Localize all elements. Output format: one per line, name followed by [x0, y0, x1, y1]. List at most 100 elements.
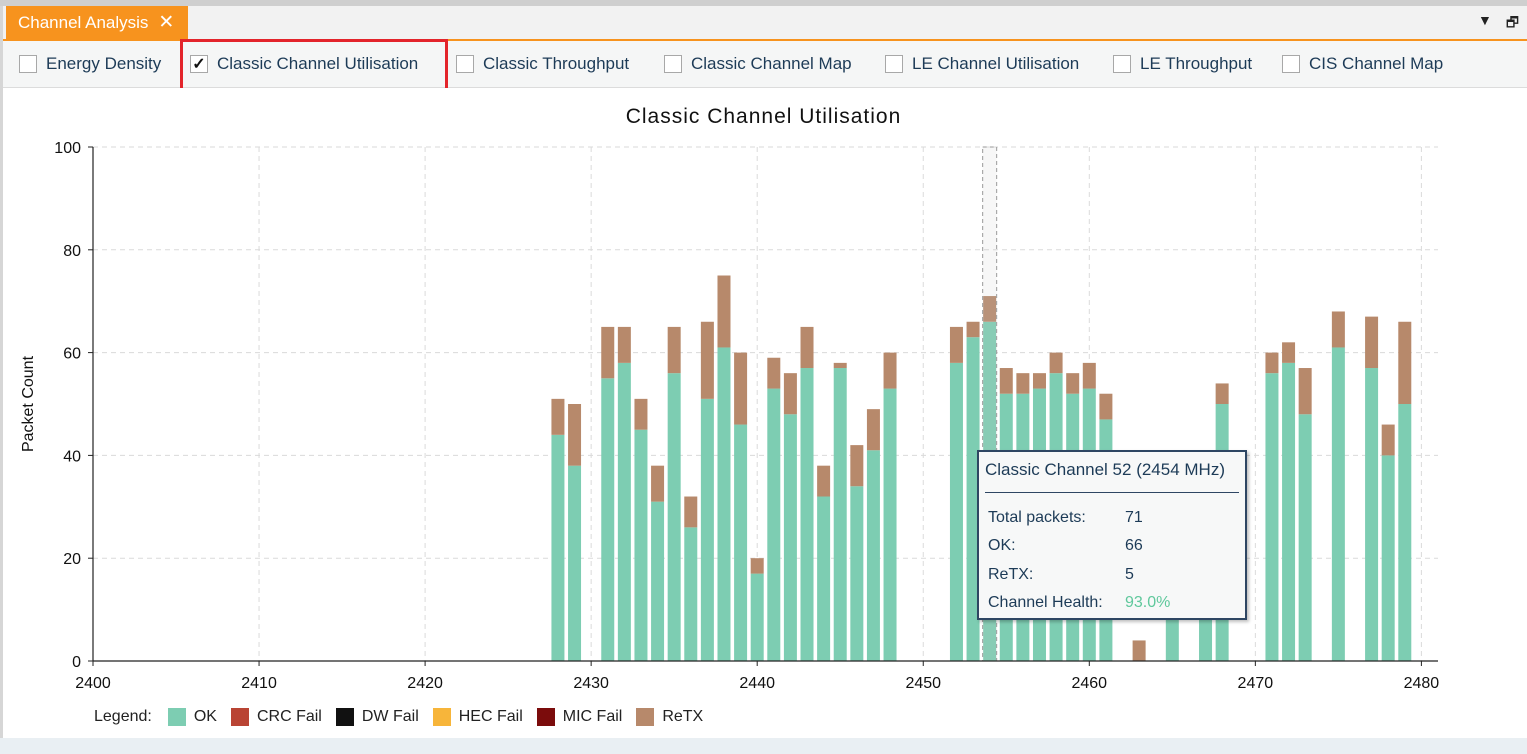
option-classic-throughput[interactable]: Classic Throughput [456, 41, 629, 87]
x-tick-label: 2430 [573, 675, 609, 692]
close-icon[interactable]: ✕ [158, 12, 175, 33]
checkbox-cis-channel-map[interactable] [1282, 55, 1300, 73]
tooltip-label-retx: ReTX: [988, 566, 1034, 583]
option-label: LE Throughput [1140, 54, 1253, 73]
x-tick-label: 2480 [1404, 675, 1440, 692]
bar-ok-2446 [850, 486, 864, 661]
bar-ok-2472 [1282, 362, 1296, 661]
legend-item-ok: OK [167, 708, 217, 726]
bar-retx-2472 [1282, 342, 1296, 363]
tab-title: Channel Analysis [18, 12, 149, 32]
tab-channel-analysis[interactable]: Channel Analysis ✕ [6, 6, 189, 39]
chart-legend: Legend: OK CRC Fail DW Fail HEC Fail MIC… [94, 708, 717, 726]
bar-ok-2434 [651, 501, 665, 661]
legend-item-hec-fail: HEC Fail [432, 708, 523, 726]
tooltip-label-ok: OK: [988, 537, 1016, 554]
bar-retx-2479 [1398, 321, 1412, 404]
tooltip-value-ok: 66 [1125, 537, 1143, 554]
bar-ok-2475 [1331, 347, 1345, 661]
option-cis-channel-map[interactable]: CIS Channel Map [1282, 41, 1443, 87]
legend-swatch [335, 708, 354, 726]
legend-item-label: HEC Fail [458, 708, 523, 725]
checkbox-le-channel-utilisation[interactable] [885, 55, 903, 73]
bar-retx-2438 [717, 275, 731, 348]
bar-retx-2448 [883, 352, 897, 389]
bar-ok-2477 [1365, 368, 1379, 661]
bar-retx-2436 [684, 496, 698, 528]
channel-tooltip: Classic Channel 52 (2454 MHz) Total pack… [977, 450, 1247, 620]
bar-ok-2473 [1298, 414, 1312, 661]
y-tick-label: 20 [63, 551, 81, 568]
legend-swatch [167, 708, 186, 726]
legend-swatch [636, 708, 655, 726]
bar-retx-2455 [999, 368, 1013, 394]
bar-ok-2432 [617, 362, 631, 661]
bar-retx-2431 [601, 326, 615, 379]
bar-ok-2439 [734, 424, 748, 661]
y-tick-label: 40 [63, 448, 81, 465]
legend-item-retx: ReTX [636, 708, 703, 726]
x-tick-label: 2450 [905, 675, 941, 692]
bar-ok-2442 [783, 414, 797, 661]
tooltip-value-health: 93.0% [1125, 594, 1171, 611]
bar-retx-2446 [850, 445, 864, 487]
option-label: LE Channel Utilisation [912, 54, 1080, 73]
legend-item-label: DW Fail [361, 708, 419, 725]
bar-retx-2445 [833, 362, 847, 369]
option-classic-channel-utilisation[interactable]: ✓ Classic Channel Utilisation [190, 41, 418, 87]
tooltip-title: Classic Channel 52 (2454 MHz) [985, 460, 1225, 479]
bar-retx-2461 [1099, 393, 1113, 420]
legend-swatch [432, 708, 451, 726]
checkbox-energy-density[interactable] [19, 55, 37, 73]
tooltip-value-retx: 5 [1125, 566, 1134, 583]
restore-window-icon[interactable]: 🗗 [1505, 14, 1519, 30]
y-tick-label: 60 [63, 346, 81, 363]
bar-retx-2463 [1132, 640, 1146, 661]
bar-ok-2438 [717, 347, 731, 661]
legend-swatch [536, 708, 555, 726]
panel-bottom-strip [0, 738, 1527, 754]
x-tick-label: 2460 [1071, 675, 1107, 692]
legend-item-label: ReTX [662, 708, 704, 725]
bar-ok-2452 [949, 362, 963, 661]
option-label: Energy Density [46, 54, 162, 73]
x-tick-label: 2470 [1238, 675, 1274, 692]
x-tick-label: 2420 [407, 675, 443, 692]
y-tick-label: 0 [72, 654, 81, 671]
bar-retx-2458 [1049, 352, 1063, 374]
tooltip-value-total: 71 [1125, 509, 1143, 526]
option-label: CIS Channel Map [1309, 54, 1444, 73]
legend-item-mic-fail: MIC Fail [536, 708, 622, 726]
bar-retx-2475 [1331, 311, 1345, 348]
legend-label: Legend: [94, 708, 152, 725]
checkbox-classic-channel-map[interactable] [664, 55, 682, 73]
bar-retx-2473 [1298, 368, 1312, 415]
bar-retx-2439 [734, 352, 748, 425]
y-tick-label: 100 [54, 140, 81, 157]
window-top-strip [0, 0, 1527, 6]
option-label: Classic Channel Map [691, 54, 852, 73]
option-energy-density[interactable]: Energy Density [19, 41, 161, 87]
bar-ok-2431 [601, 378, 615, 661]
checkbox-classic-channel-utilisation[interactable]: ✓ [190, 55, 208, 73]
tooltip-label-total: Total packets: [988, 509, 1086, 526]
bar-retx-2460 [1082, 362, 1096, 389]
bar-retx-2468 [1215, 383, 1229, 404]
chart-title: Classic Channel Utilisation [625, 105, 902, 128]
bar-retx-2441 [767, 357, 781, 389]
option-classic-channel-map[interactable]: Classic Channel Map [664, 41, 852, 87]
y-tick-label: 80 [63, 243, 81, 260]
tooltip-divider [985, 492, 1239, 493]
bar-ok-2453 [966, 337, 980, 661]
bar-ok-2440 [750, 573, 764, 661]
dropdown-menu-icon[interactable]: ▼ [1477, 12, 1492, 28]
option-le-throughput[interactable]: LE Throughput [1113, 41, 1252, 87]
option-le-channel-utilisation[interactable]: LE Channel Utilisation [885, 41, 1079, 87]
bar-ok-2478 [1381, 455, 1395, 661]
checkbox-le-throughput[interactable] [1113, 55, 1131, 73]
bar-retx-2457 [1032, 373, 1046, 389]
legend-item-label: CRC Fail [256, 708, 322, 725]
checkbox-classic-throughput[interactable] [456, 55, 474, 73]
bar-retx-2440 [750, 558, 764, 574]
bar-retx-2471 [1265, 352, 1279, 374]
